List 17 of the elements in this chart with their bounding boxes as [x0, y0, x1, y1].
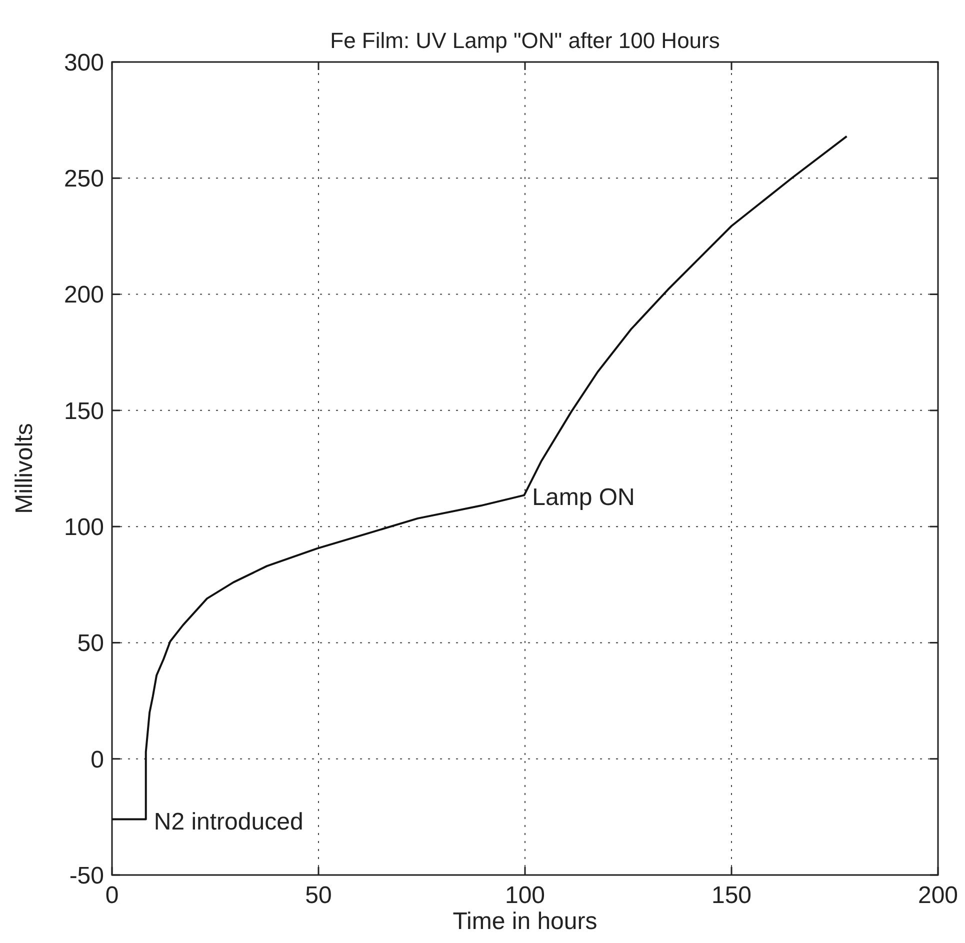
x-tick-label: 200 — [918, 882, 958, 909]
annotation: Lamp ON — [532, 484, 635, 512]
annotation: N2 introduced — [154, 808, 304, 836]
y-tick-label: 100 — [64, 514, 104, 541]
y-tick-label: 250 — [64, 166, 104, 193]
y-tick-label: 300 — [64, 49, 104, 76]
x-tick-label: 150 — [711, 882, 752, 909]
y-axis-title: Millivolts — [11, 423, 38, 514]
y-tick-label: -50 — [69, 862, 104, 890]
y-tick-label: 200 — [64, 282, 104, 309]
x-tick-label: 100 — [504, 882, 546, 909]
y-tick-label: 150 — [64, 398, 104, 425]
x-axis-title: Time in hours — [452, 908, 598, 935]
y-tick-label: 0 — [90, 746, 104, 774]
y-tick-label: 50 — [77, 630, 104, 658]
x-tick-label: 50 — [305, 882, 332, 909]
chart-title: Fe Film: UV Lamp "ON" after 100 Hours — [330, 28, 720, 53]
